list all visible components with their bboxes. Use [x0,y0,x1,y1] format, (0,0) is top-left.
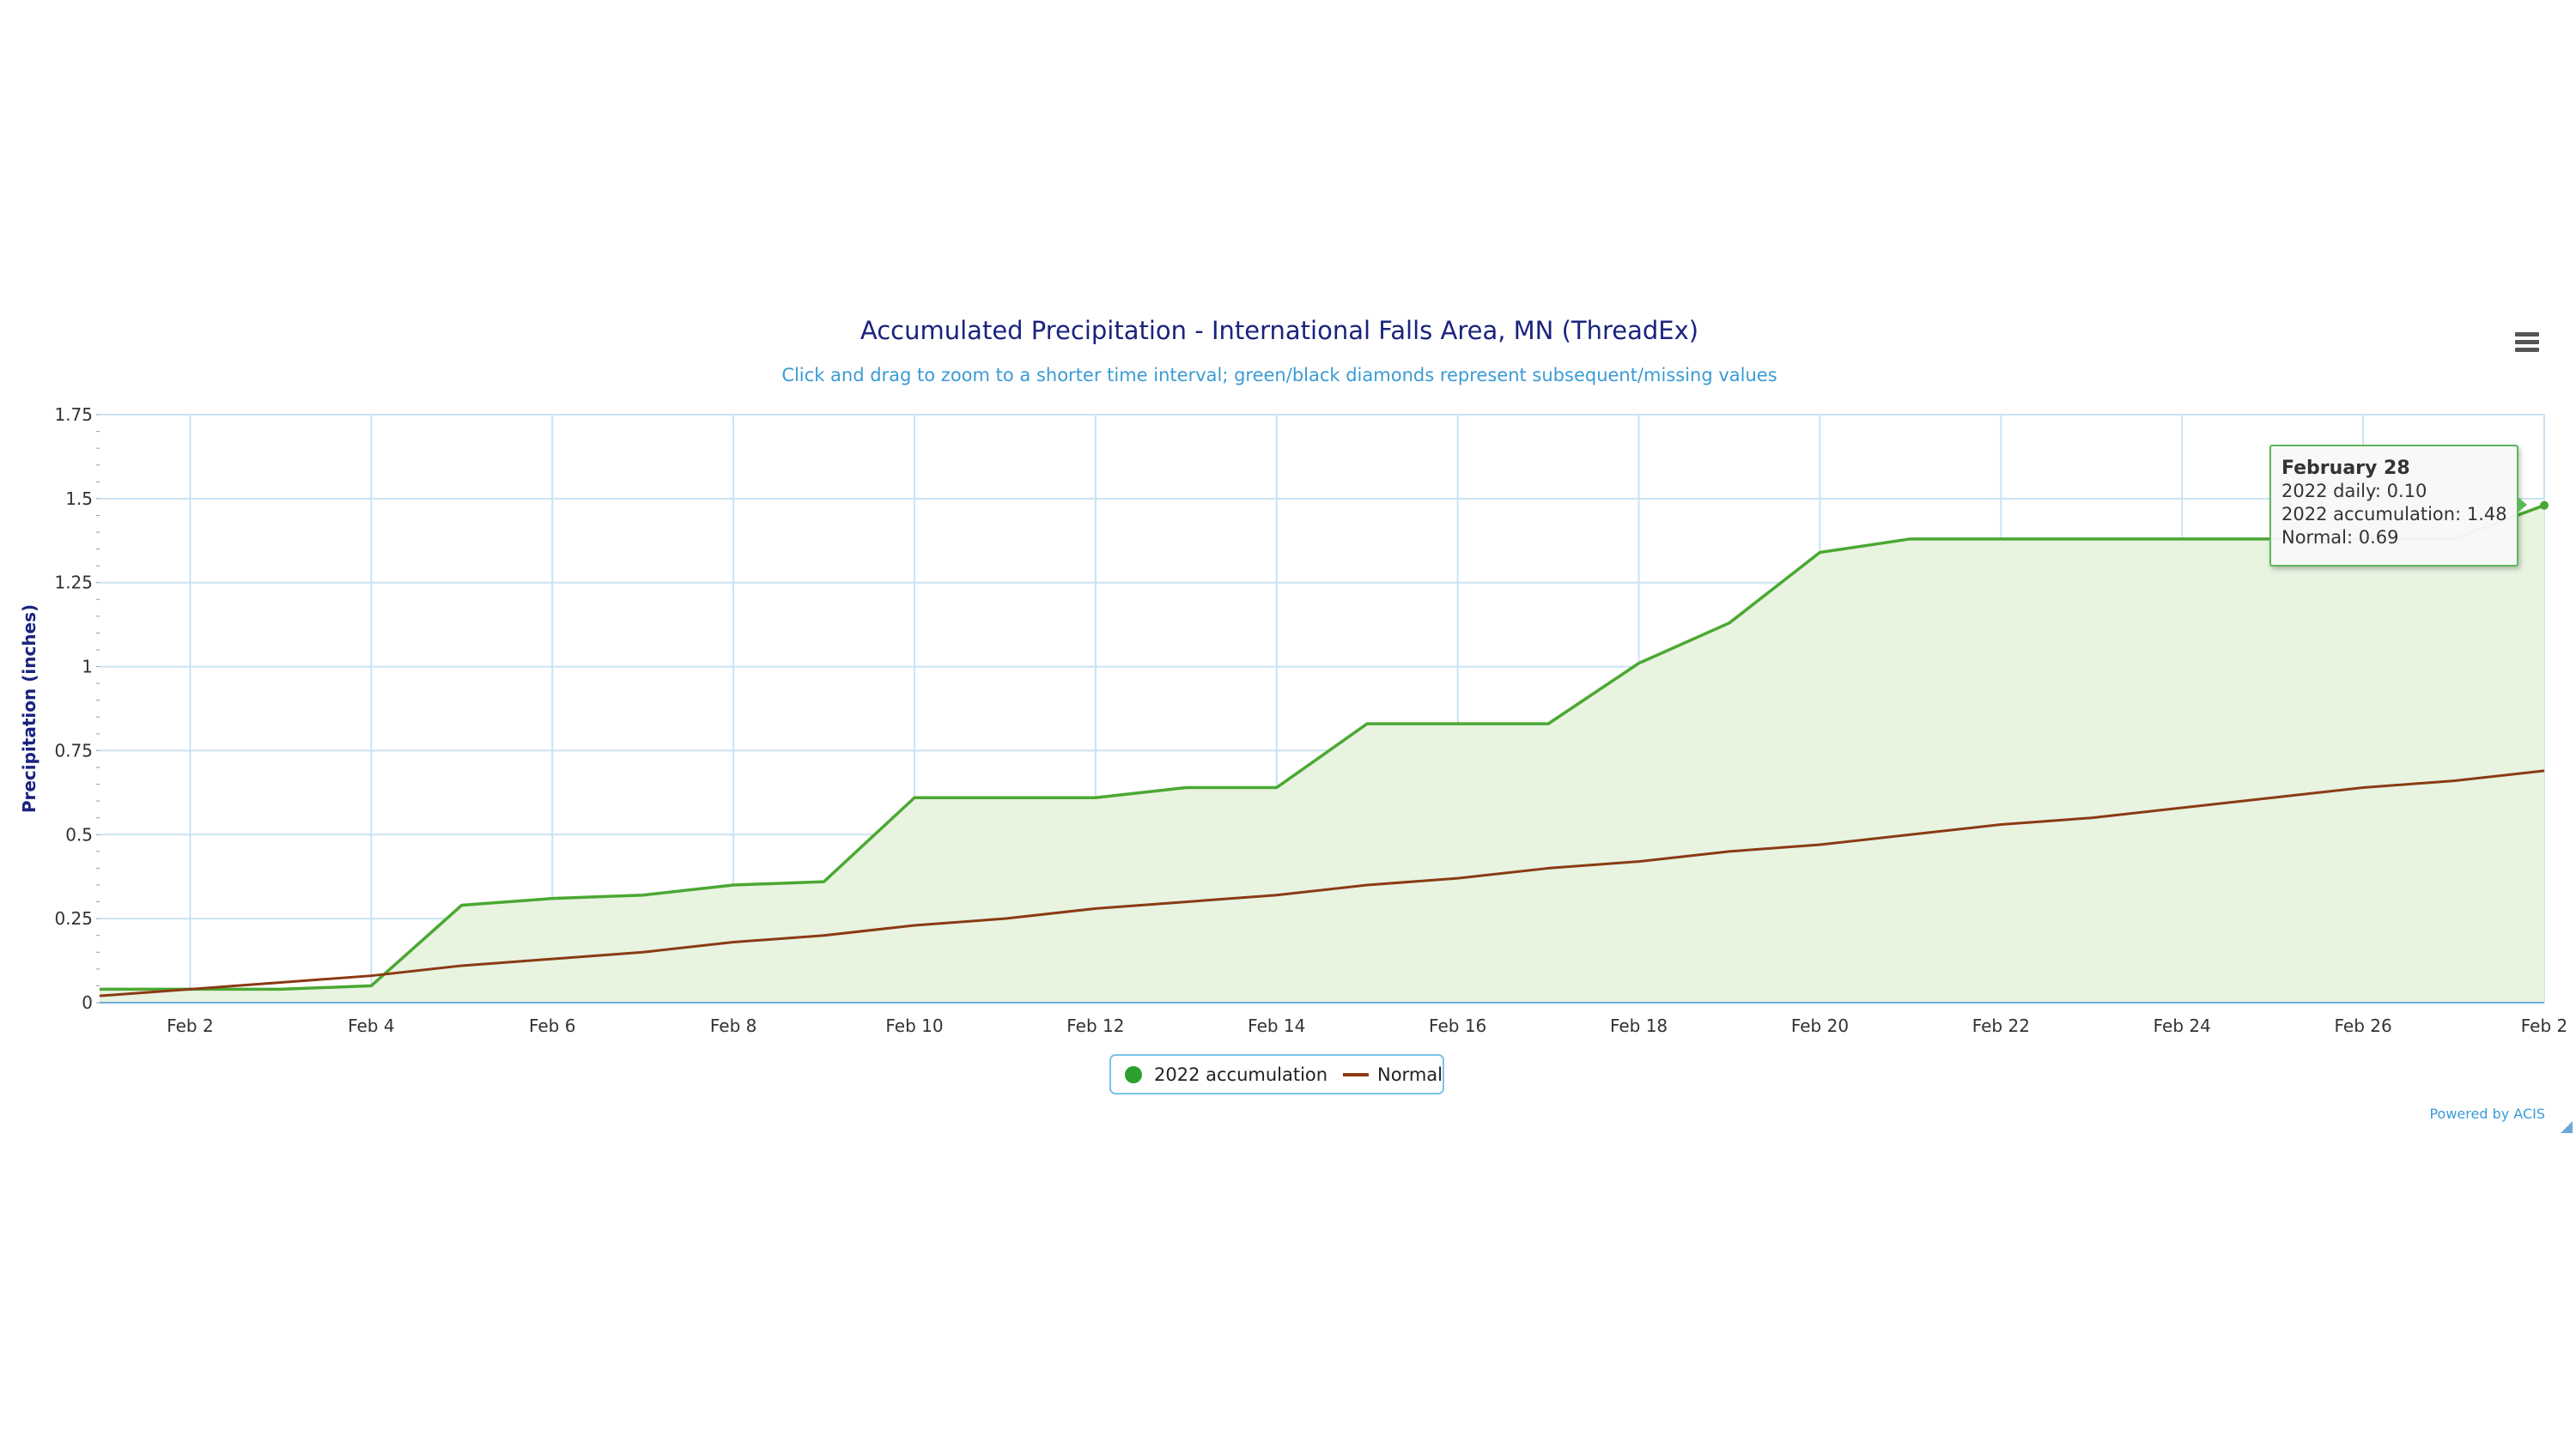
y-tick-label: 0.75 [54,740,93,761]
data-tooltip: February 28 2022 daily: 0.10 2022 accumu… [2269,445,2518,567]
series-area-fill [100,505,2544,1003]
chart-subtitle: Click and drag to zoom to a shorter time… [781,365,1777,385]
y-tick-label: 0 [82,992,93,1013]
x-tick-label: Feb 6 [529,1016,576,1036]
y-tick-label: 1.75 [54,404,93,425]
x-tick-label: Feb 4 [348,1016,395,1036]
menu-bar [2515,340,2539,344]
hamburger-menu-icon[interactable] [2512,330,2542,355]
chart-legend: 2022 accumulation Normal [1109,1054,1444,1094]
x-tick-label: Feb 2 [167,1016,214,1036]
x-tick-label: Feb 2 [2521,1016,2568,1036]
x-tick-label: Feb 14 [1248,1016,1305,1036]
x-tick-label: Feb 16 [1429,1016,1486,1036]
x-tick-label: Feb 26 [2335,1016,2392,1036]
resize-handle-icon[interactable] [2561,1121,2573,1133]
y-tick-label: 0.25 [54,908,93,929]
tooltip-daily: 2022 daily: 0.10 [2281,481,2427,501]
x-tick-label: Feb 20 [1791,1016,1849,1036]
x-tick-label: Feb 18 [1610,1016,1668,1036]
series-layer [99,500,2549,1003]
credits-link[interactable]: Powered by ACIS [2429,1106,2545,1122]
y-axis-title: Precipitation (inches) [19,604,39,813]
legend-item-2022-accumulation[interactable]: 2022 accumulation [1125,1056,1327,1093]
tooltip-normal: Normal: 0.69 [2281,527,2399,548]
series-line [99,769,2545,997]
tooltip-header: February 28 [2281,458,2410,479]
tooltip-accumulation: 2022 accumulation: 1.48 [2281,504,2507,524]
green-dot-icon [1125,1065,1142,1083]
y-tick-label: 1.5 [65,488,93,509]
y-tick-label: 1 [82,657,93,677]
x-tick-label: Feb 8 [710,1016,757,1036]
legend-label: Normal [1377,1064,1443,1085]
x-tick-label: Feb 10 [885,1016,943,1036]
y-tick-label: 0.5 [65,824,93,845]
menu-bar [2515,332,2539,336]
hover-point [2540,500,2549,510]
y-tick-label: 1.25 [54,573,93,593]
series-line [100,504,2545,991]
x-tick-label: Feb 12 [1066,1016,1124,1036]
menu-bar [2515,348,2539,352]
legend-item-normal[interactable]: Normal [1343,1056,1443,1093]
legend-label: 2022 accumulation [1154,1064,1328,1085]
brown-line-icon [1343,1072,1369,1076]
x-tick-label: Feb 24 [2154,1016,2211,1036]
x-tick-label: Feb 22 [1972,1016,2030,1036]
tooltip-pointer [2517,496,2527,513]
axes: 0 0.25 0.5 0.75 1 1.25 1.5 1.75 Feb 2 Feb 4 Feb 6 F… [19,404,2567,1036]
chart-title: Accumulated Precipitation - Internationa… [860,316,1699,345]
